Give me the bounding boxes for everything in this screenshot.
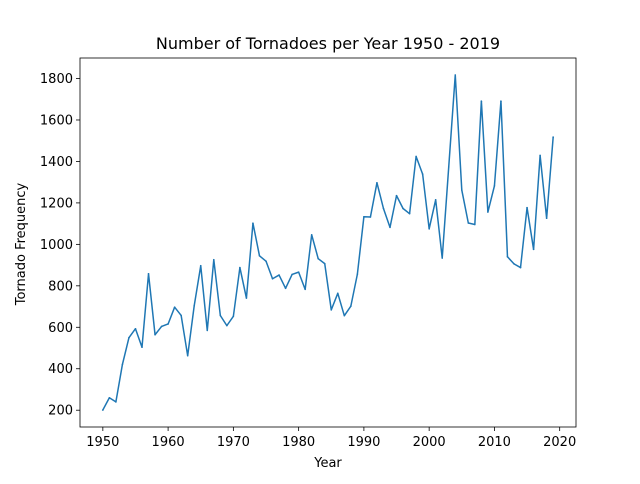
y-tick-label: 1400 [40, 155, 73, 170]
data-point [219, 314, 222, 317]
y-tick-label: 1800 [40, 72, 73, 87]
data-point [487, 211, 489, 213]
data-point [421, 173, 424, 175]
data-point [389, 226, 391, 229]
data-point [239, 266, 241, 269]
data-point [141, 346, 143, 348]
data-point [402, 207, 404, 210]
data-point [343, 314, 346, 317]
data-point [278, 274, 280, 276]
data-point [350, 305, 352, 307]
data-point [160, 325, 163, 328]
data-point [408, 212, 411, 215]
data-point [519, 266, 522, 269]
data-point [395, 194, 398, 197]
x-tick-label: 2010 [478, 435, 511, 450]
data-point [526, 206, 528, 209]
data-point [513, 263, 515, 265]
x-tick-label: 1960 [152, 435, 185, 450]
data-point [128, 336, 130, 339]
data-point [245, 297, 248, 299]
data-point [532, 248, 535, 251]
x-tick-label: 1950 [86, 435, 119, 450]
y-tick-label: 1000 [40, 238, 73, 253]
data-point [454, 74, 457, 76]
x-tick-label: 1970 [217, 435, 250, 450]
data-point [212, 258, 215, 261]
x-axis-label: Year [313, 456, 342, 471]
data-point [545, 217, 548, 220]
y-tick-label: 200 [48, 404, 73, 419]
data-point [428, 228, 430, 230]
series-line [101, 74, 554, 412]
y-tick-label: 600 [48, 321, 73, 336]
data-point [323, 262, 326, 265]
data-point [147, 273, 150, 275]
data-point [186, 354, 189, 357]
data-point [258, 254, 261, 257]
plot-frame [79, 57, 577, 428]
data-point [304, 288, 306, 291]
data-point [447, 166, 450, 168]
data-point [167, 323, 169, 325]
data-point [539, 154, 541, 157]
data-point [506, 255, 509, 258]
data-point [336, 292, 339, 295]
x-tick-label: 2020 [543, 435, 576, 450]
data-point [108, 396, 111, 399]
data-point [173, 306, 176, 308]
data-point [154, 333, 156, 336]
y-tick-label: 1200 [40, 196, 73, 211]
data-point [369, 216, 372, 218]
data-point [284, 287, 287, 290]
data-point [363, 215, 365, 218]
data-point [330, 309, 333, 311]
chart-title: Number of Tornadoes per Year 1950 - 2019 [156, 34, 500, 53]
data-point [297, 271, 300, 273]
data-point [271, 277, 274, 280]
data-point [415, 155, 417, 158]
data-point [382, 207, 385, 210]
y-tick-label: 1600 [40, 113, 73, 128]
y-axis-label: Tornado Frequency [14, 182, 29, 306]
data-point [193, 304, 196, 307]
x-tick-label: 1990 [347, 435, 380, 450]
data-point [232, 315, 235, 318]
data-point [500, 100, 502, 102]
y-tick-label: 400 [48, 362, 73, 377]
data-point [356, 273, 359, 276]
x-tick-label: 1980 [282, 435, 315, 450]
data-point [474, 223, 476, 226]
data-point [434, 199, 437, 201]
data-point [376, 182, 378, 184]
data-point [180, 314, 182, 317]
data-point [102, 409, 104, 411]
x-tick-label: 2000 [413, 435, 446, 450]
data-point [467, 222, 470, 224]
data-point [552, 136, 554, 138]
x-axis: 1950 1960 1970 1980 1990 2000 2010 2020 [86, 427, 576, 450]
y-tick-label: 800 [48, 279, 73, 294]
data-point [493, 185, 496, 187]
data-point [291, 273, 293, 276]
data-point [115, 401, 117, 403]
data-point [199, 264, 202, 267]
data-point [460, 189, 463, 191]
data-point [265, 260, 267, 262]
data-point [317, 257, 320, 260]
data-point [441, 257, 444, 259]
y-axis: 200 400 600 800 1000 1200 1400 1600 1800 [40, 72, 80, 419]
data-point [226, 324, 228, 327]
data-point [121, 363, 124, 366]
data-point [252, 222, 254, 225]
data-point [310, 234, 313, 236]
data-point [206, 329, 209, 332]
data-point [480, 100, 483, 102]
data-point [134, 327, 137, 330]
plot-area [79, 57, 577, 428]
